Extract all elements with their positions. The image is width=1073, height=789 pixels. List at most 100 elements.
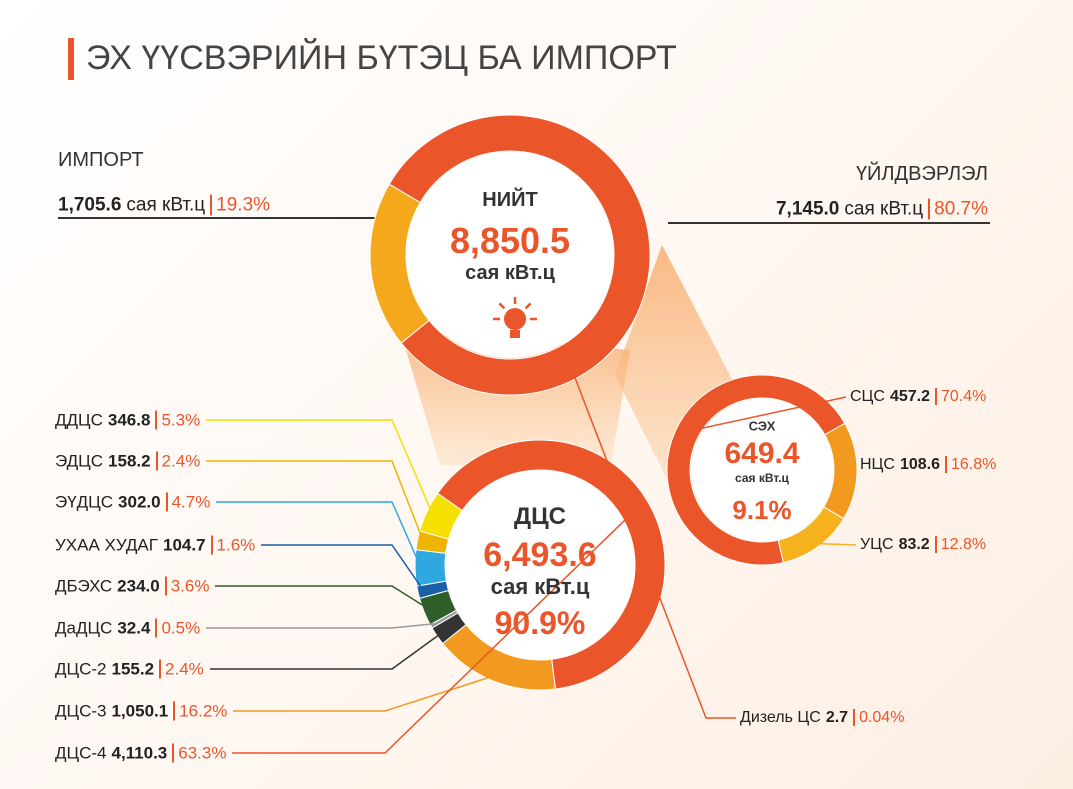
- share: 70.4%: [935, 388, 987, 405]
- donut-hole: [446, 471, 634, 659]
- category: ЭҮДЦС: [55, 492, 114, 512]
- legend-entry: ДЦС-4 4,110.3 63.3%: [55, 743, 227, 763]
- leader-line: [678, 396, 847, 435]
- category: УЦС: [860, 536, 894, 553]
- legend-entry: НЦС 108.6 16.8%: [860, 456, 997, 473]
- share: 2.4%: [159, 659, 204, 679]
- legend-entry: ДЦС-3 1,050.1 16.2%: [55, 701, 228, 721]
- share: 80.7%: [928, 198, 988, 220]
- share: 16.8%: [945, 456, 997, 473]
- share: 2.4%: [155, 451, 201, 471]
- legend-entry: СЦС 457.2 70.4%: [850, 388, 987, 405]
- total: 6,493.6: [483, 536, 597, 574]
- bulb-icon: [504, 308, 526, 330]
- share: 90.9%: [494, 605, 586, 641]
- center-share: 9.1%: [732, 497, 791, 523]
- share: 63.3%: [172, 743, 227, 763]
- donut-segment: [388, 114, 651, 396]
- note-value: 2.7: [825, 709, 849, 726]
- value: 346.8: [107, 410, 151, 430]
- category: УХАА ХУДАГ: [55, 535, 158, 555]
- center-title: СЭХ: [748, 418, 776, 434]
- donut-segment: [442, 623, 557, 691]
- donut-hole: [407, 152, 613, 358]
- leader-line: [232, 503, 643, 754]
- share: 3.6%: [164, 576, 210, 596]
- donut-segment: [436, 439, 666, 690]
- category: ҮЙЛДВЭРЛЭЛ: [855, 163, 988, 185]
- value: 457.2: [889, 388, 930, 405]
- center-title: СЭХ: [749, 420, 776, 433]
- value: 108.6: [899, 456, 940, 473]
- bulb-icon: [510, 330, 520, 338]
- leader-line: [210, 631, 443, 670]
- center-title: ДЦС: [514, 505, 566, 529]
- bulb-icon: [524, 302, 532, 310]
- value-label: 1,705.6 сая кВт.ц 19.3%: [58, 194, 271, 216]
- center-share: 90.9%: [495, 607, 586, 639]
- category: ДЦС-2: [55, 659, 107, 679]
- center-title: НИЙТ: [482, 190, 537, 210]
- leader-line: [261, 544, 425, 592]
- value: 83.2: [898, 536, 930, 553]
- value: 234.0: [117, 576, 160, 596]
- value: 155.2: [111, 659, 155, 679]
- leader-line: [233, 674, 496, 712]
- category-label: ИМПОРТ: [58, 150, 144, 170]
- donut-segment: [666, 374, 846, 566]
- leader-line: [206, 419, 434, 515]
- value: 1,705.6: [58, 194, 122, 216]
- donut-segment: [416, 580, 450, 600]
- total: 8,850.5: [449, 220, 571, 261]
- leader-line: [206, 622, 437, 629]
- legend-entry: ДЦС-2 155.2 2.4%: [55, 659, 204, 679]
- center-title: ДЦС: [514, 503, 566, 530]
- category: ИМПОРТ: [58, 149, 144, 171]
- legend-entry: ЭДЦС 158.2 2.4%: [55, 451, 201, 471]
- category: ДДЦС: [55, 410, 103, 430]
- category: ДЦС-3: [55, 701, 107, 721]
- center-unit: сая кВт.ц: [465, 263, 555, 283]
- unit: сая кВт.ц: [126, 194, 206, 216]
- share: 16.2%: [173, 701, 228, 721]
- category: ДБЭХС: [55, 576, 113, 596]
- center-total: 649.4: [724, 439, 799, 469]
- note-label: Дизель ЦС 2.7 0.04%: [740, 709, 905, 726]
- share: 19.3%: [210, 194, 271, 216]
- unit: сая кВт.ц: [844, 198, 924, 220]
- legend-entry: ЭҮДЦС 302.0 4.7%: [55, 492, 211, 512]
- category: СЦС: [850, 388, 885, 405]
- category: НЦС: [860, 456, 895, 473]
- unit: сая кВт.ц: [735, 471, 789, 485]
- donut-segment: [777, 506, 845, 564]
- leader-line: [216, 501, 422, 569]
- donut-hole: [691, 399, 833, 541]
- note-share: 0.04%: [853, 709, 905, 726]
- donut-segment: [415, 530, 450, 554]
- legend-entry: ДДЦС 346.8 5.3%: [55, 410, 201, 430]
- donut-segment: [418, 589, 458, 626]
- leader-line: [215, 585, 431, 611]
- share: 1.6%: [210, 535, 256, 555]
- title-bar: [68, 38, 74, 80]
- value: 1,050.1: [111, 701, 169, 721]
- unit: сая кВт.ц: [490, 574, 590, 599]
- center-total: 8,850.5: [450, 223, 570, 259]
- unit: сая кВт.ц: [465, 262, 555, 284]
- category: ЭДЦС: [55, 451, 104, 471]
- share: 0.5%: [155, 618, 201, 638]
- center-total: 6,493.6: [483, 538, 596, 572]
- bulb-icon: [498, 302, 506, 310]
- share: 4.7%: [165, 492, 211, 512]
- value-label: 7,145.0 сая кВт.ц 80.7%: [775, 198, 988, 220]
- value: 4,110.3: [111, 743, 168, 763]
- leader-line: [573, 375, 736, 719]
- value: 104.7: [162, 535, 206, 555]
- value: 7,145.0: [775, 198, 840, 220]
- center-unit: сая кВт.ц: [491, 576, 590, 598]
- value: 158.2: [108, 451, 151, 471]
- donut-segment: [414, 549, 447, 587]
- value: 32.4: [117, 618, 151, 638]
- center-unit: сая кВт.ц: [735, 472, 789, 484]
